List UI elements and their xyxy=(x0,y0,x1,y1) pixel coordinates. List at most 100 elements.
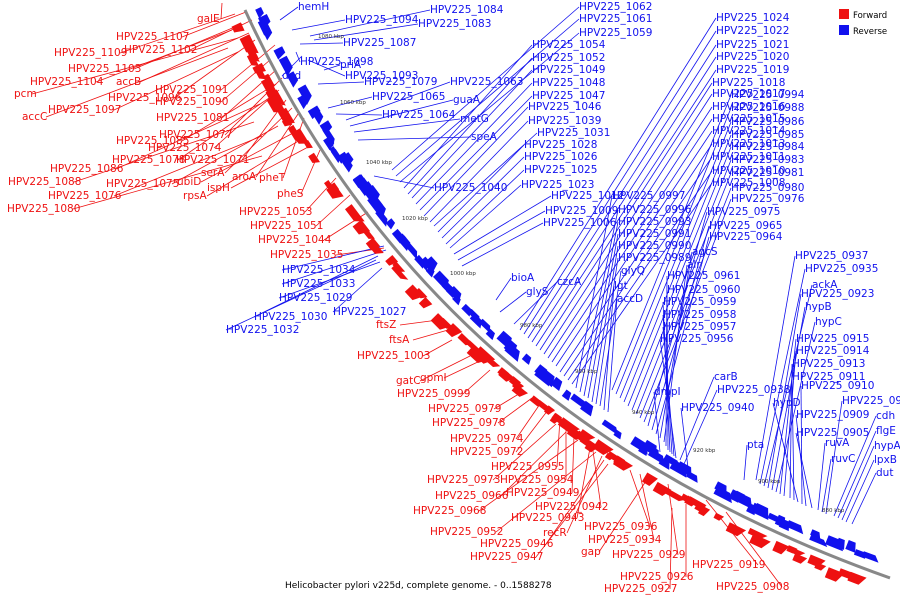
gene-label-hpv225-1016: HPV225_1016 xyxy=(712,101,786,113)
reverse-gene xyxy=(810,529,821,540)
gene-label-hpv225-1062: HPV225_1062 xyxy=(579,1,652,13)
tick-label-1020-kbp: 1020 kbp xyxy=(402,216,428,222)
connector-hpv225-1012 xyxy=(453,195,552,255)
connector-hpv225-1098 xyxy=(295,51,301,63)
gene-label-hpv225-1091: HPV225_1091 xyxy=(155,84,228,96)
gene-label-hpv225-0988: HPV225_0988 xyxy=(731,102,804,114)
connector-hpv225-0913 xyxy=(789,363,793,499)
gene-label-hpv225-0934: HPV225_0934 xyxy=(588,534,662,546)
connector-hpv225-0983 xyxy=(631,159,732,411)
reverse-gene xyxy=(385,218,396,230)
reverse-gene xyxy=(550,376,563,391)
gene-label-hpv225-0947: HPV225_0947 xyxy=(470,551,543,563)
connector-hpv225-0958 xyxy=(662,314,673,455)
connector-hypa xyxy=(841,445,875,521)
tick-label-940-kbp: 940 kbp xyxy=(632,410,655,416)
forward-gene xyxy=(271,89,286,106)
gene-label-hpv225-0940: HPV225_0940 xyxy=(681,402,754,414)
gene-label-hpv225-1026: HPV225_1026 xyxy=(524,151,598,163)
forward-gene xyxy=(814,562,827,571)
gene-label-hpv225-1061: HPV225_1061 xyxy=(579,13,652,25)
connector-hpv225-1051 xyxy=(315,194,351,227)
gene-label-hpv225-0999: HPV225_0999 xyxy=(397,388,470,400)
gene-label-hpv225-0952: HPV225_0952 xyxy=(430,526,503,538)
gene-label-hpv225-1049: HPV225_1049 xyxy=(532,64,605,76)
gene-label-hpv225-1083: HPV225_1083 xyxy=(418,18,491,30)
gene-label-hpv225-1033: HPV225_1033 xyxy=(282,278,355,290)
gene-label-aroa: aroA xyxy=(232,171,257,183)
forward-gene xyxy=(261,77,278,93)
gene-label-hpv225-1025: HPV225_1025 xyxy=(524,164,597,176)
reverse-gene xyxy=(521,353,532,365)
gene-label-hypa: hypA xyxy=(874,440,900,452)
gene-label-hpv225-1064: HPV225_1064 xyxy=(382,109,456,121)
connector-hpv225-1015 xyxy=(551,118,713,363)
gene-label-hpv225-0979: HPV225_0979 xyxy=(428,403,501,415)
gene-label-hpv225-1071: HPV225_1071 xyxy=(176,154,249,166)
gene-label-hpv225-1008: HPV225_1008 xyxy=(712,177,785,189)
gene-label-gpmi: gpmI xyxy=(420,372,447,384)
gene-label-gatc: gatC xyxy=(396,375,421,387)
tick-label-980-kbp: 980 kbp xyxy=(520,323,543,329)
gene-label-guaa: guaA xyxy=(453,94,481,106)
gene-label-accc: accC xyxy=(22,111,47,123)
connector-hpv225-1014 xyxy=(555,130,713,367)
connector-agcs xyxy=(659,251,693,439)
connector-hpv225-0947 xyxy=(535,463,609,558)
reverse-gene xyxy=(861,551,879,563)
gene-label-hpv225-0956: HPV225_0956 xyxy=(660,333,734,345)
connector-hpv225-1003 xyxy=(422,339,453,357)
connector-hpv225-0964 xyxy=(655,236,710,435)
connector-hpv225-1022 xyxy=(523,30,717,335)
forward-gene xyxy=(788,546,806,556)
gene-label-hpv225-1015: HPV225_1015 xyxy=(712,113,785,125)
connector-hpv225-1078 xyxy=(177,95,273,161)
connector-hpv225-0937 xyxy=(755,255,796,481)
connector-hpv225-0952 xyxy=(495,451,597,533)
gene-label-hpv225-1012: HPV225_1012 xyxy=(551,190,624,202)
connector-hpv225-1084 xyxy=(309,9,431,37)
gene-label-rpsa: rpsA xyxy=(183,190,207,202)
forward-gene xyxy=(392,261,406,272)
gene-label-hpv225-1014: HPV225_1014 xyxy=(712,125,786,137)
gene-label-hpv225-1093: HPV225_1093 xyxy=(345,70,418,82)
forward-gene xyxy=(498,368,515,382)
connector-hpv225-0923 xyxy=(767,293,802,489)
gene-label-hpv225-1084: HPV225_1084 xyxy=(430,4,504,16)
tick-label-1060-kbp: 1060 kbp xyxy=(340,100,366,106)
gene-label-hpv225-1046: HPV225_1046 xyxy=(528,101,602,113)
forward-gene xyxy=(749,533,771,549)
reverse-gene xyxy=(310,107,324,125)
connector-hypb xyxy=(771,306,806,491)
gene-label-accd: accD xyxy=(617,293,643,305)
gene-label-hpv225-1085: HPV225_1085 xyxy=(116,135,189,147)
gene-label-hpv225-0949: HPV225_0949 xyxy=(506,487,579,499)
connector-hpv225-1006 xyxy=(461,222,544,267)
connector-hpv225-1080 xyxy=(72,155,263,210)
gene-label-gap: gap xyxy=(581,546,601,558)
reverse-gene xyxy=(540,370,555,388)
gene-label-spea: speA xyxy=(471,131,498,143)
connector-metg xyxy=(353,118,461,133)
gene-label-hpv225-1077: HPV225_1077 xyxy=(159,129,232,141)
forward-gene xyxy=(574,430,587,441)
reverse-gene xyxy=(835,537,845,550)
connector-hpv225-0960 xyxy=(666,289,669,451)
connector-isph xyxy=(230,145,311,189)
gene-label-acka: ackA xyxy=(812,279,838,291)
connector-hpv225-0999 xyxy=(462,369,491,395)
gene-label-hpv225-0985: HPV225_0985 xyxy=(731,129,804,141)
gene-label-hpv225-1030: HPV225_1030 xyxy=(254,311,327,323)
forward-gene xyxy=(579,429,596,441)
gene-label-lpxb: lpxB xyxy=(874,454,897,466)
gene-label-hpv225-1010: HPV225_1010 xyxy=(712,165,785,177)
forward-gene xyxy=(824,567,845,582)
connector-gpmi xyxy=(443,359,483,379)
gene-label-hpv225-1034: HPV225_1034 xyxy=(282,264,356,276)
connector-hpv225-1031 xyxy=(433,132,538,227)
legend-swatch-reverse xyxy=(839,25,849,35)
gene-label-hpv225-0964: HPV225_0964 xyxy=(709,231,783,243)
connector-hpv225-1032 xyxy=(225,259,377,331)
connector-czca xyxy=(513,281,558,325)
